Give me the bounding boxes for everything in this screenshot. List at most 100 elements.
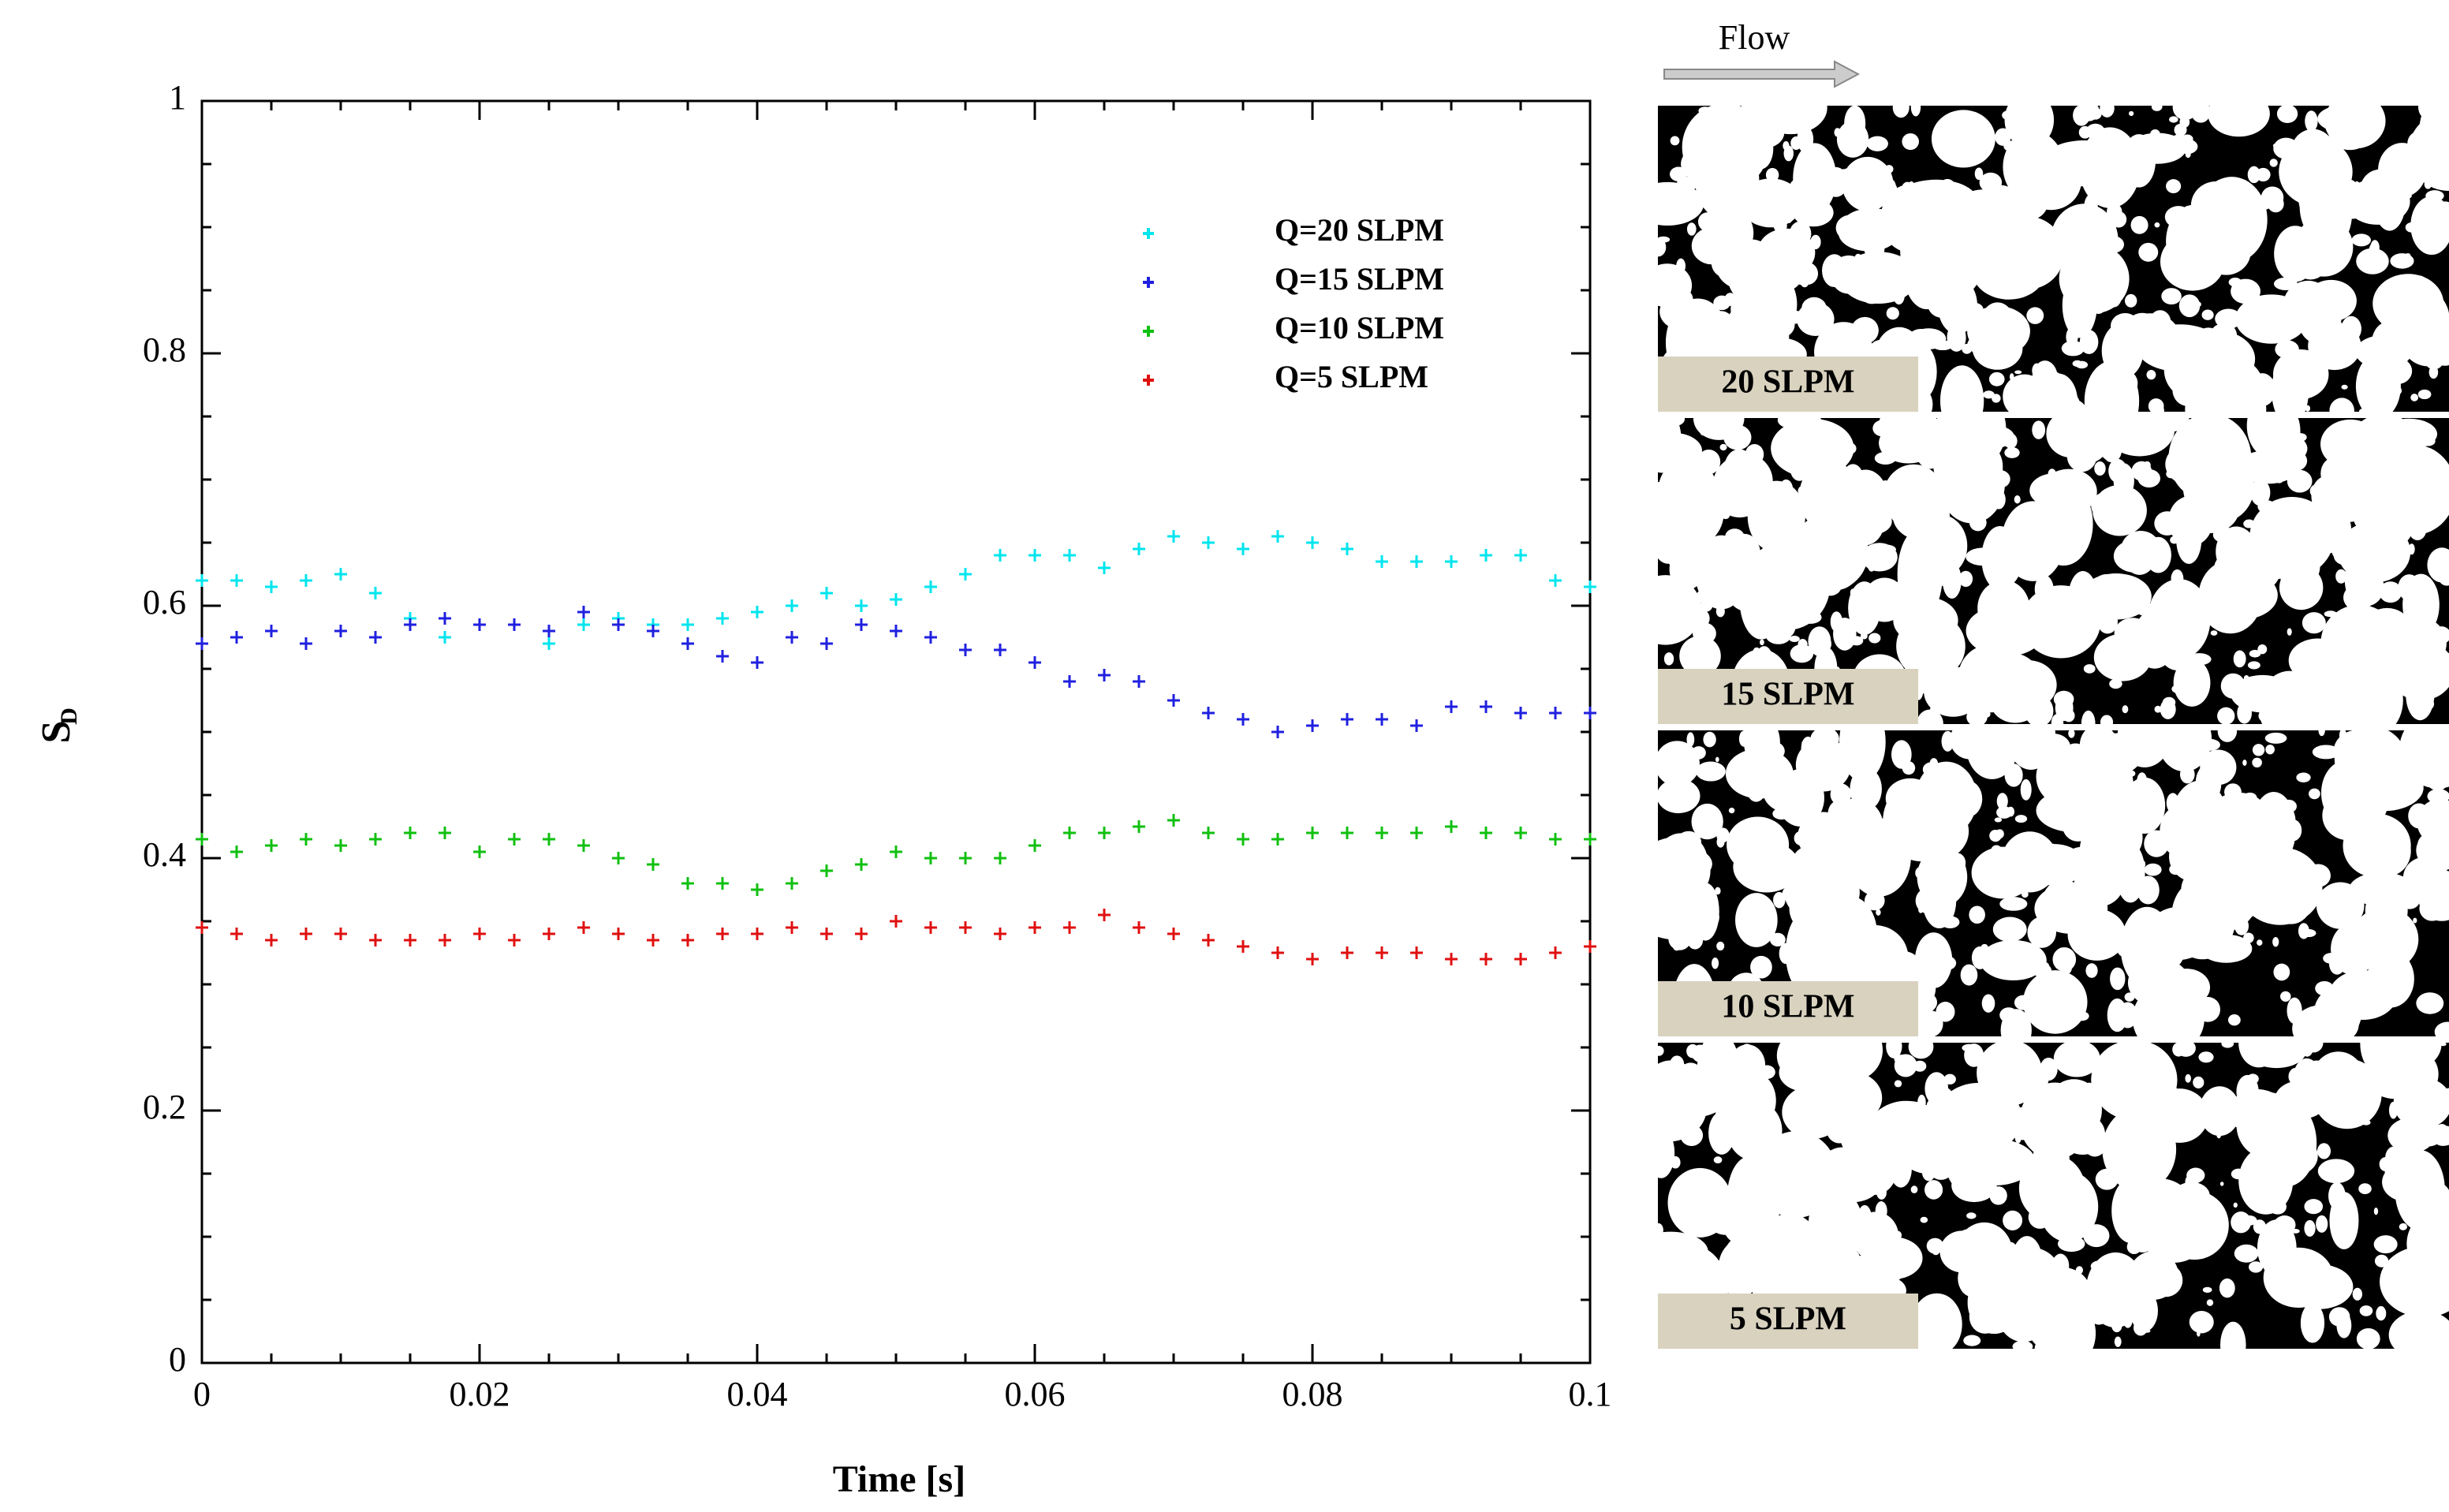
texture-blob (2264, 732, 2287, 744)
data-point (820, 587, 833, 599)
texture-blob (2190, 267, 2201, 274)
texture-blob (2230, 390, 2236, 397)
texture-blob (2179, 116, 2190, 128)
data-point (1514, 707, 1527, 719)
texture-blob (2017, 205, 2032, 234)
data-point (473, 618, 486, 631)
texture-blob (2189, 382, 2208, 399)
data-point (681, 877, 694, 890)
texture-blob (1819, 1071, 1883, 1124)
texture-blob (2228, 278, 2242, 287)
data-point (577, 839, 590, 852)
texture-blob (2408, 543, 2415, 555)
texture-blob (2291, 1043, 2296, 1051)
texture-blob (1894, 1055, 1910, 1064)
data-point (1063, 827, 1076, 839)
texture-blob (2399, 730, 2449, 789)
texture-blob (1947, 853, 1966, 873)
texture-blob (1967, 334, 1997, 354)
texture-blob (2351, 233, 2372, 247)
texture-blob (2107, 768, 2127, 781)
texture-blob (2109, 678, 2122, 689)
texture-blob (1743, 269, 1798, 339)
texture-blob (2075, 1266, 2083, 1275)
data-point (1445, 700, 1458, 713)
texture-blob (2164, 206, 2193, 228)
texture-blob (2420, 436, 2436, 446)
texture-blob (1992, 917, 2027, 943)
texture-blob (1835, 215, 1866, 241)
texture-blob (2040, 1058, 2058, 1081)
texture-blob (2364, 733, 2382, 761)
texture-blob (1857, 1260, 1886, 1275)
texture-blob (2084, 360, 2140, 412)
texture-blob (1892, 106, 1910, 118)
texture-blob (2189, 1311, 2214, 1334)
texture-blob (2270, 330, 2293, 343)
texture-blob (2180, 1027, 2189, 1033)
texture-blob (2339, 730, 2347, 742)
texture-blob (2216, 526, 2257, 577)
texture-blob (1700, 1082, 1713, 1094)
texture-blob (1734, 1167, 1749, 1191)
data-point (508, 618, 521, 631)
texture-blob (2433, 215, 2440, 226)
texture-blob (2114, 1336, 2122, 1347)
texture-blob (2204, 357, 2267, 412)
texture-blob (2100, 271, 2112, 281)
texture-blob (1823, 1043, 1863, 1075)
texture-blob (2110, 1133, 2127, 1162)
texture-blob (1658, 534, 1681, 564)
texture-blob (1689, 648, 1710, 669)
data-point (334, 928, 347, 940)
texture-blob (1883, 581, 1892, 589)
texture-blob (2356, 1327, 2380, 1349)
data-point (1202, 827, 1215, 839)
texture-blob (1969, 905, 1985, 924)
data-point (404, 934, 416, 946)
data-point (1167, 814, 1180, 827)
texture-blob (2122, 705, 2129, 714)
texture-blob (1760, 639, 1764, 646)
texture-blob (2384, 975, 2397, 990)
texture-blob (1798, 638, 1808, 651)
texture-blob (1850, 733, 1861, 749)
data-point (1098, 669, 1111, 681)
texture-blob (2012, 1340, 2033, 1349)
texture-blob (2066, 440, 2097, 472)
data-point (300, 574, 312, 587)
data-point (1271, 946, 1284, 959)
texture-blob (2150, 129, 2160, 139)
texture-blob (1912, 514, 1968, 577)
data-point (647, 858, 659, 871)
texture-blob (1658, 1073, 1707, 1142)
panel-label: 10 SLPM (1721, 989, 1854, 1025)
texture-blob (1781, 846, 1788, 858)
texture-blob (1728, 808, 1735, 814)
texture-blob (2256, 167, 2271, 182)
data-point (716, 650, 729, 663)
texture-blob (2115, 650, 2137, 674)
x-tick-label: 0.04 (727, 1375, 788, 1413)
texture-blob (2350, 604, 2364, 622)
texture-blob (2001, 501, 2065, 581)
data-point (820, 864, 833, 877)
legend-marker (1143, 228, 1154, 239)
data-point (1341, 713, 1353, 726)
texture-blob (2318, 730, 2325, 737)
texture-blob (2210, 630, 2218, 636)
data-point (1306, 827, 1319, 839)
data-point (1098, 827, 1111, 839)
texture-blob (2329, 398, 2354, 412)
texture-blob (2100, 106, 2115, 118)
texture-blob (2085, 123, 2105, 140)
data-point (681, 637, 694, 650)
texture-blob (2357, 486, 2376, 510)
texture-blob (2388, 1310, 2449, 1349)
texture-blob (2078, 125, 2092, 139)
data-point (716, 877, 729, 890)
data-point (924, 852, 937, 864)
texture-blob (2358, 971, 2369, 980)
texture-blob (2249, 1261, 2264, 1273)
texture-blob (2083, 418, 2109, 448)
